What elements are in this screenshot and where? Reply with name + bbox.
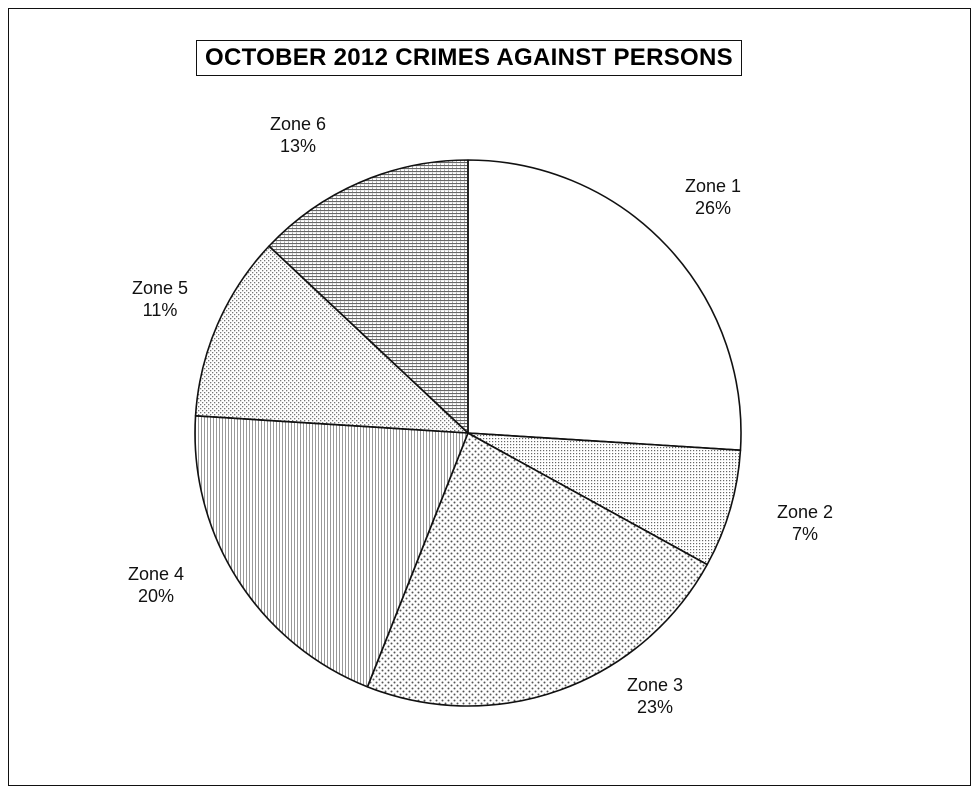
slice-label-zone-2: Zone 2 (777, 502, 833, 522)
pie-slice-zone-3 (366, 432, 709, 707)
slice-label-zone-3: Zone 3 (627, 675, 683, 695)
chart-title-box: OCTOBER 2012 CRIMES AGAINST PERSONS (196, 40, 742, 76)
pie-slice-zone-2 (467, 432, 742, 566)
slice-label-zone-5: Zone 5 (132, 278, 188, 298)
slice-label-zone-4: Zone 4 (128, 564, 184, 584)
slice-label-zone-6: Zone 6 (270, 114, 326, 134)
slice-pct-zone-6: 13% (280, 136, 316, 156)
chart-title: OCTOBER 2012 CRIMES AGAINST PERSONS (205, 44, 733, 71)
slice-pct-zone-2: 7% (792, 524, 818, 544)
slice-pct-zone-3: 23% (637, 697, 673, 717)
slice-pct-zone-1: 26% (695, 198, 731, 218)
pie-slice-zone-6 (268, 159, 469, 434)
slice-pct-zone-4: 20% (138, 586, 174, 606)
pie-slice-zone-5 (194, 245, 469, 434)
pie-slice-zone-1 (467, 159, 742, 451)
slice-pct-zone-5: 11% (143, 300, 178, 320)
slice-label-zone-1: Zone 1 (685, 176, 741, 196)
pie-slice-zone-4 (194, 415, 469, 688)
